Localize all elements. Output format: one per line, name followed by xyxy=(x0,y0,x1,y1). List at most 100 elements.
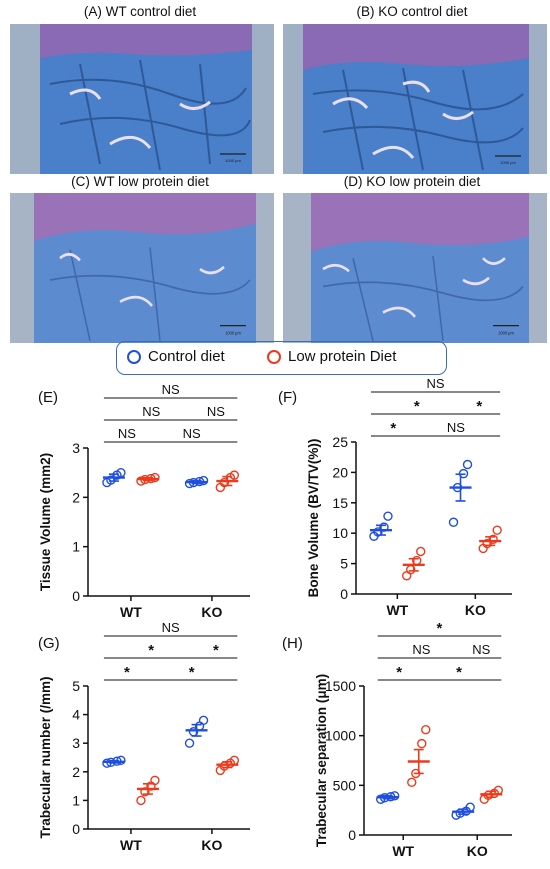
panel-label: (F) xyxy=(278,389,297,406)
comparison-label: NS xyxy=(118,426,136,441)
scale-bar-label-b: 1000 μm xyxy=(500,160,516,165)
data-point xyxy=(198,715,209,726)
comparison-label: NS xyxy=(472,642,490,657)
chart-panel-f: (F) 0 5 10 15 20 25 Bone Volume (BV/TV(%)) WT KO N… xyxy=(272,376,550,620)
comparison-label: NS xyxy=(183,426,201,441)
x-tick-label: WT xyxy=(120,837,142,853)
comparison-label: NS xyxy=(207,404,225,419)
data-point xyxy=(136,795,146,806)
data-point xyxy=(482,538,492,549)
y-axis-label: Bone Volume (BV/TV(%)) xyxy=(306,439,321,598)
y-tick-label: 15 xyxy=(332,495,348,511)
data-point xyxy=(106,475,116,485)
legend-item-control: Control diet xyxy=(127,348,225,365)
data-point xyxy=(373,527,383,537)
micrograph-title-a: (A) WT control diet xyxy=(83,4,197,19)
y-tick-label: 1 xyxy=(72,792,80,808)
chart-f: (F) 0 5 10 15 20 25 Bone Volume (BV/TV(%)) WT KO N… xyxy=(278,376,512,618)
micrograph-title-d: (D) KO low protein diet xyxy=(343,174,481,189)
data-point xyxy=(492,525,502,535)
scale-bar-label-d: 1000 μm xyxy=(498,330,514,335)
low-protein-marker-icon xyxy=(267,349,281,364)
y-tick-label: 10 xyxy=(332,525,348,541)
comparison-label: NS xyxy=(427,376,445,391)
y-tick-label: 0 xyxy=(340,586,348,602)
y-tick-label: 0 xyxy=(348,827,356,843)
chart-panel-h: (H) 0 500 1000 1500 Trabecular separation (μm… xyxy=(272,620,550,868)
data-point xyxy=(219,477,230,488)
comparison-label: * xyxy=(456,664,462,681)
y-tick-label: 1500 xyxy=(325,678,356,694)
legend-label-low-protein: Low protein Diet xyxy=(288,348,397,365)
comparison-label: * xyxy=(476,398,482,415)
comparison-label: * xyxy=(213,642,219,659)
y-tick-label: 4 xyxy=(72,707,80,723)
data-point xyxy=(462,459,473,470)
chart-body: (G) 0 1 2 3 4 5 Trabecular number (/mm) WT KO NS * *… xyxy=(38,620,250,853)
x-tick-label: KO xyxy=(465,602,486,618)
y-tick-label: 2 xyxy=(72,489,80,505)
y-tick-label: 500 xyxy=(333,777,357,793)
x-tick-label: KO xyxy=(467,843,488,859)
data-point xyxy=(407,777,417,788)
comparison-label: * xyxy=(437,620,443,637)
chart-panel-e: (E) 0 1 2 3 Tissue Volume (mm2) WT KO NS NS NS NS NS xyxy=(0,382,275,620)
comparison-label: NS xyxy=(447,420,465,435)
chart-body: (F) 0 5 10 15 20 25 Bone Volume (BV/TV(%)) WT KO N… xyxy=(278,376,512,618)
y-axis-label: Trabecular separation (μm) xyxy=(314,674,329,847)
y-tick-label: 0 xyxy=(72,821,80,837)
comparison-label: * xyxy=(148,642,154,659)
data-point xyxy=(417,738,427,749)
comparison-label: * xyxy=(390,420,396,437)
legend: Control diet Low protein Diet xyxy=(116,341,447,375)
legend-item-low-protein: Low protein Diet xyxy=(267,348,396,365)
y-tick-label: 0 xyxy=(72,588,80,604)
x-tick-label: WT xyxy=(392,843,414,859)
micrograph-title-b: (B) KO control diet xyxy=(356,4,468,19)
y-axis-label: Trabecular number (/mm) xyxy=(38,676,53,838)
micrograph-title-c: (C) WT low protein diet xyxy=(71,174,209,189)
legend-label-control: Control diet xyxy=(148,348,225,365)
comparison-label: * xyxy=(189,664,195,681)
y-tick-label: 5 xyxy=(340,556,348,572)
comparison-label: * xyxy=(414,398,420,415)
chart-panel-g: (G) 0 1 2 3 4 5 Trabecular number (/mm) WT KO NS * *… xyxy=(0,620,275,868)
x-tick-label: KO xyxy=(201,604,222,620)
micrograph-c: 1000 μm xyxy=(10,193,274,343)
comparison-label: NS xyxy=(142,404,160,419)
data-point xyxy=(184,738,195,748)
micrograph-d: 1000 μm xyxy=(283,193,547,343)
micrograph-a: 1000 μm xyxy=(10,24,274,174)
data-point xyxy=(488,534,498,544)
y-tick-label: 25 xyxy=(332,434,348,450)
y-axis-label: Tissue Volume (mm2) xyxy=(38,453,53,591)
control-marker-icon xyxy=(127,349,141,364)
y-tick-label: 2 xyxy=(72,764,80,780)
scale-bar-label-a: 1000 μm xyxy=(225,158,241,163)
micrograph-b: 1000 μm xyxy=(283,24,547,174)
comparison-label: NS xyxy=(162,382,180,397)
data-point xyxy=(383,511,393,521)
y-tick-label: 1000 xyxy=(325,728,356,744)
data-point xyxy=(448,517,459,527)
chart-g: (G) 0 1 2 3 4 5 Trabecular number (/mm) WT KO NS * *… xyxy=(38,620,250,853)
data-point xyxy=(229,470,240,480)
panel-label: (E) xyxy=(38,389,58,406)
y-tick-label: 3 xyxy=(72,440,80,456)
x-tick-label: WT xyxy=(120,604,142,620)
y-tick-label: 3 xyxy=(72,735,80,751)
comparison-label: * xyxy=(396,664,402,681)
data-point xyxy=(150,775,160,786)
x-tick-label: KO xyxy=(201,837,222,853)
y-tick-label: 20 xyxy=(332,464,348,480)
scale-bar-label-c: 1000 μm xyxy=(225,330,241,335)
comparison-label: NS xyxy=(412,642,430,657)
data-point xyxy=(416,546,426,557)
x-tick-label: WT xyxy=(386,602,408,618)
y-tick-label: 1 xyxy=(72,539,80,555)
panel-label: (H) xyxy=(282,635,303,652)
